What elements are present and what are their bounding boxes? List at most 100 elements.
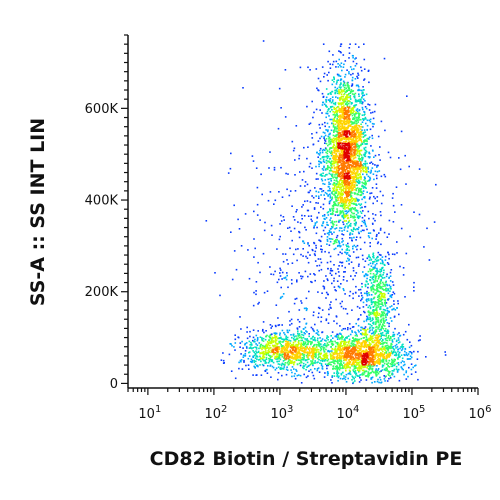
data-point	[338, 128, 340, 130]
data-point	[413, 350, 415, 353]
data-point	[363, 154, 366, 157]
data-point	[338, 103, 340, 106]
data-point	[342, 279, 345, 281]
data-point	[318, 239, 320, 241]
data-point	[370, 371, 372, 374]
data-point	[377, 304, 380, 306]
data-point	[253, 361, 256, 363]
data-point	[348, 140, 351, 143]
data-point	[324, 226, 327, 229]
data-point	[333, 141, 335, 144]
data-point	[346, 252, 349, 254]
data-point	[358, 116, 361, 119]
data-point	[392, 361, 395, 364]
data-point	[375, 344, 378, 347]
data-point	[341, 215, 344, 218]
data-point	[347, 206, 349, 208]
data-point	[363, 118, 365, 120]
data-point	[410, 368, 413, 371]
data-point	[380, 348, 382, 351]
data-point	[383, 356, 386, 358]
data-point	[379, 291, 381, 293]
data-point	[320, 173, 323, 175]
data-point	[367, 311, 369, 313]
data-point	[342, 200, 344, 203]
data-point	[277, 357, 280, 360]
data-point	[321, 248, 323, 251]
data-point	[306, 347, 308, 349]
data-point	[344, 266, 346, 269]
data-point	[258, 342, 261, 344]
data-point	[356, 75, 358, 78]
data-point	[363, 372, 366, 374]
data-point	[328, 201, 331, 203]
data-point	[276, 360, 278, 363]
data-point	[374, 381, 376, 383]
data-point	[306, 353, 309, 355]
data-point	[355, 189, 358, 192]
data-point	[360, 131, 362, 133]
data-point	[361, 142, 363, 145]
data-point	[374, 332, 376, 335]
data-point	[248, 340, 251, 343]
data-point	[274, 369, 277, 371]
data-point	[300, 359, 302, 361]
data-point	[351, 90, 354, 93]
data-point	[372, 267, 374, 269]
data-point	[367, 210, 370, 213]
data-point	[333, 129, 336, 131]
data-point	[364, 341, 366, 343]
data-point	[381, 262, 384, 265]
data-point	[334, 348, 336, 351]
data-point	[383, 330, 386, 332]
data-point	[299, 354, 302, 356]
data-point	[339, 109, 341, 111]
data-point	[363, 241, 366, 244]
data-point	[337, 138, 340, 141]
data-point	[336, 119, 338, 122]
data-point	[327, 129, 329, 131]
data-point	[346, 328, 349, 331]
data-point	[357, 193, 360, 196]
data-point	[299, 222, 302, 224]
data-point	[240, 353, 242, 355]
data-point	[302, 240, 304, 242]
data-point	[346, 344, 349, 346]
data-point	[380, 296, 382, 298]
data-point	[337, 346, 340, 349]
data-point	[278, 324, 281, 326]
data-point	[387, 332, 389, 334]
data-point	[355, 221, 357, 224]
data-point	[374, 274, 376, 276]
data-point	[383, 276, 386, 279]
data-point	[277, 378, 279, 381]
data-point	[296, 337, 299, 340]
data-point	[299, 352, 301, 354]
data-point	[373, 361, 376, 363]
data-point	[379, 146, 381, 148]
data-point	[323, 359, 325, 361]
data-point	[284, 363, 286, 366]
data-point	[233, 346, 235, 348]
data-point	[332, 160, 335, 162]
data-point	[371, 167, 374, 169]
data-point	[231, 344, 233, 347]
data-point	[385, 367, 388, 369]
data-point	[336, 79, 338, 82]
data-point	[329, 303, 331, 306]
data-point	[346, 249, 349, 251]
data-point	[353, 95, 356, 97]
data-point	[400, 361, 402, 364]
data-point	[274, 332, 277, 334]
data-point	[339, 367, 342, 369]
data-point	[324, 372, 326, 374]
data-point	[360, 149, 362, 152]
data-point	[255, 343, 257, 345]
data-point	[334, 147, 336, 149]
data-point	[366, 300, 368, 303]
data-point	[402, 333, 405, 336]
data-point	[285, 368, 288, 371]
data-point	[392, 192, 394, 195]
data-point	[344, 327, 346, 330]
data-point	[364, 345, 366, 348]
